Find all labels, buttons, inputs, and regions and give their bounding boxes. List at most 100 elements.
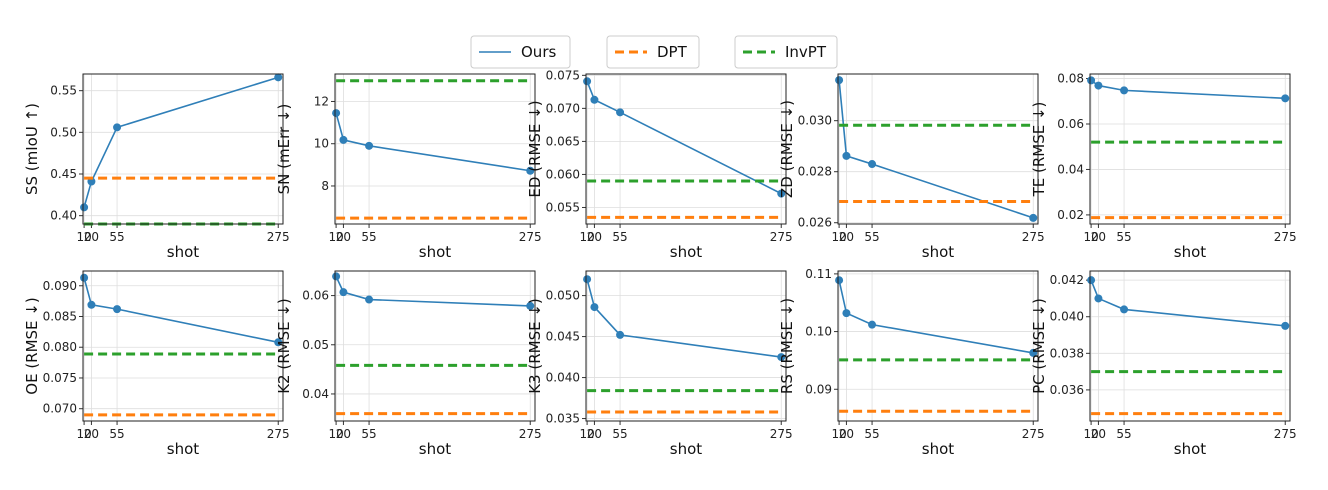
y-tick-label: 0.070 (546, 101, 580, 115)
x-tick-label: 10 (831, 427, 846, 441)
legend-label: Ours (521, 43, 556, 61)
plot-frame (82, 270, 284, 422)
x-tick-label: 10 (831, 230, 846, 244)
series-line-ours (838, 280, 1034, 354)
x-tick-label: 20 (839, 230, 854, 244)
series-line-ours (1090, 79, 1286, 100)
data-point-ours (842, 151, 851, 160)
data-point-ours (1087, 276, 1096, 285)
x-tick-label: 10 (328, 230, 343, 244)
y-tick-label: 0.060 (546, 167, 580, 181)
x-tick-label: 55 (109, 230, 124, 244)
x-tick-label: 55 (612, 230, 627, 244)
y-axis-label: SN (mErr ↓) (275, 104, 293, 195)
y-tick-label: 0.050 (546, 289, 580, 303)
y-tick-label: 0.040 (1050, 310, 1084, 324)
y-tick-label: 0.035 (546, 412, 580, 426)
data-point-ours (1120, 86, 1129, 95)
y-tick-label: 0.11 (805, 267, 832, 281)
data-point-ours (1029, 348, 1038, 357)
data-point-ours (274, 338, 283, 347)
legend-frame (734, 35, 838, 69)
x-tick-label: 275 (519, 230, 542, 244)
x-tick-label: 55 (361, 427, 376, 441)
x-tick-label: 275 (1022, 230, 1045, 244)
y-tick-label: 0.090 (43, 279, 77, 293)
data-point-ours (365, 141, 374, 150)
y-tick-label: 0.02 (1057, 208, 1084, 222)
x-tick-label: 20 (336, 427, 351, 441)
data-point-ours (1029, 213, 1038, 222)
legend-entry-invpt: InvPT (734, 35, 838, 69)
data-point-ours (868, 320, 877, 329)
y-axis-label: ED (RMSE ↓) (526, 100, 544, 197)
y-axis-label: OE (RMSE ↓) (23, 297, 41, 394)
x-tick-label: 20 (587, 427, 602, 441)
y-tick-label: 0.036 (1050, 383, 1084, 397)
data-point-ours (590, 95, 599, 104)
x-axis-label: shot (670, 243, 702, 261)
y-tick-label: 0.50 (50, 125, 77, 139)
x-tick-label: 10 (579, 427, 594, 441)
data-point-ours (1087, 76, 1096, 85)
plot-frame (334, 270, 536, 422)
y-tick-label: 0.10 (805, 325, 832, 339)
data-point-ours (616, 108, 625, 117)
x-axis-label: shot (167, 440, 199, 458)
x-tick-label: 10 (579, 230, 594, 244)
series-line-ours (586, 80, 782, 195)
x-tick-label: 275 (770, 427, 793, 441)
x-tick-label: 275 (519, 427, 542, 441)
x-tick-label: 55 (109, 427, 124, 441)
y-tick-label: 0.40 (50, 209, 77, 223)
plot-frame (837, 73, 1039, 225)
x-tick-label: 20 (1091, 230, 1106, 244)
series-line-ours (83, 277, 279, 344)
data-point-ours (590, 303, 599, 312)
y-tick-label: 0.08 (1057, 72, 1084, 86)
plot-frame (1089, 73, 1291, 225)
y-axis-label: SS (mIoU ↑) (23, 103, 41, 195)
x-tick-label: 275 (267, 230, 290, 244)
y-tick-label: 0.030 (798, 114, 832, 128)
x-tick-label: 55 (612, 427, 627, 441)
y-tick-label: 0.026 (798, 216, 832, 230)
y-axis-label: K2 (RMSE ↓) (275, 298, 293, 394)
series-line-ours (335, 276, 531, 307)
y-tick-label: 0.065 (546, 134, 580, 148)
y-axis-label: PC (RMSE ↓) (1030, 298, 1048, 394)
x-tick-label: 275 (1274, 230, 1297, 244)
data-point-ours (80, 203, 89, 212)
y-tick-label: 0.55 (50, 84, 77, 98)
data-point-ours (835, 76, 844, 85)
plot-frame (585, 73, 787, 225)
data-point-ours (80, 273, 89, 282)
data-point-ours (1120, 305, 1129, 314)
x-tick-label: 55 (864, 427, 879, 441)
x-axis-label: shot (922, 243, 954, 261)
y-tick-label: 0.05 (302, 338, 329, 352)
x-axis-label: shot (167, 243, 199, 261)
data-point-ours (113, 123, 122, 132)
x-tick-label: 20 (839, 427, 854, 441)
legend-label: InvPT (785, 43, 827, 61)
data-point-ours (583, 275, 592, 284)
series-line-ours (335, 112, 531, 172)
y-tick-label: 12 (314, 94, 329, 108)
data-point-ours (842, 309, 851, 318)
data-point-ours (1281, 94, 1290, 103)
data-point-ours (583, 77, 592, 86)
data-point-ours (526, 301, 535, 310)
x-tick-label: 10 (76, 427, 91, 441)
data-point-ours (339, 135, 348, 144)
data-point-ours (87, 300, 96, 309)
y-tick-label: 0.045 (546, 330, 580, 344)
legend-entry-ours: Ours (470, 35, 571, 69)
